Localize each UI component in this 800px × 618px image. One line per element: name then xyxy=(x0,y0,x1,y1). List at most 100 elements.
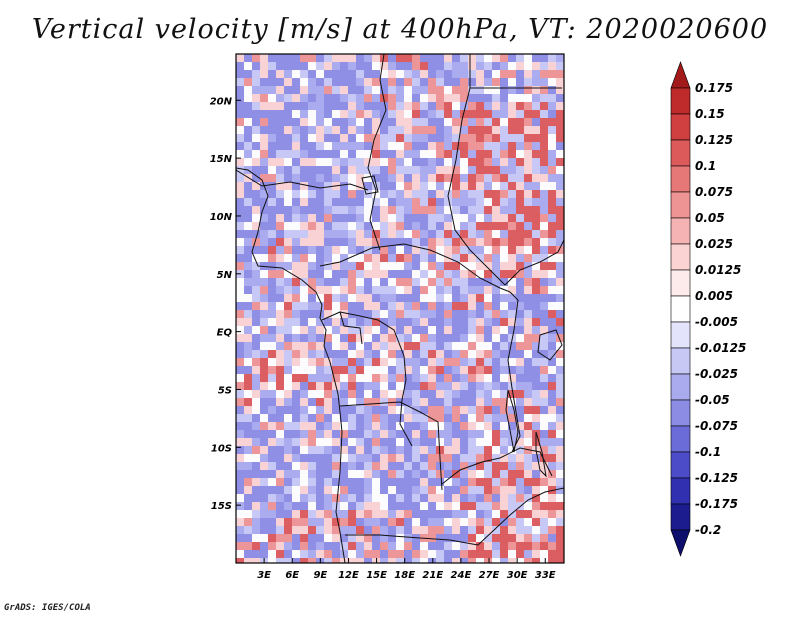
field-cell xyxy=(268,150,277,159)
field-cell xyxy=(476,350,485,359)
field-cell xyxy=(516,470,525,479)
field-cell xyxy=(236,318,245,327)
field-cell xyxy=(548,166,557,175)
field-cell xyxy=(364,534,373,543)
field-cell xyxy=(516,86,525,95)
lon-tick-label: 15E xyxy=(366,570,387,581)
field-cell xyxy=(308,70,317,79)
field-cell xyxy=(348,534,357,543)
field-cell xyxy=(492,62,501,71)
field-cell xyxy=(444,262,453,271)
field-cell xyxy=(500,494,509,503)
field-cell xyxy=(308,358,317,367)
field-cell xyxy=(396,62,405,71)
field-cell xyxy=(524,230,533,239)
field-cell xyxy=(284,110,293,119)
field-cell xyxy=(292,150,301,159)
field-cell xyxy=(356,398,365,407)
field-cell xyxy=(412,158,421,167)
field-cell xyxy=(444,222,453,231)
field-cell xyxy=(292,238,301,247)
field-cell xyxy=(412,150,421,159)
field-cell xyxy=(556,294,564,303)
field-cell xyxy=(372,366,381,375)
field-cell xyxy=(548,494,557,503)
field-cell xyxy=(532,142,541,151)
field-cell xyxy=(412,246,421,255)
field-cell xyxy=(388,78,397,87)
field-cell xyxy=(404,462,413,471)
field-cell xyxy=(260,486,269,495)
colorbar-box xyxy=(670,347,691,375)
field-cell xyxy=(468,390,477,399)
field-cell xyxy=(252,430,261,439)
field-cell xyxy=(372,254,381,263)
field-cell xyxy=(452,534,461,543)
field-cell xyxy=(436,470,445,479)
field-cell xyxy=(492,398,501,407)
field-cell xyxy=(348,374,357,383)
field-cell xyxy=(420,150,429,159)
field-cell xyxy=(452,262,461,271)
field-cell xyxy=(364,278,373,287)
field-cell xyxy=(356,270,365,279)
field-cell xyxy=(556,366,564,375)
field-cell xyxy=(236,190,245,199)
field-cell xyxy=(444,326,453,335)
field-cell xyxy=(292,142,301,151)
field-cell xyxy=(412,190,421,199)
field-cell xyxy=(508,174,517,183)
field-cell xyxy=(276,190,285,199)
field-cell xyxy=(308,406,317,415)
field-cell xyxy=(372,334,381,343)
field-cell xyxy=(548,262,557,271)
field-cell xyxy=(500,150,509,159)
field-cell xyxy=(540,78,549,87)
field-cell xyxy=(532,462,541,471)
field-cell xyxy=(516,54,525,63)
field-cell xyxy=(492,366,501,375)
field-cell xyxy=(372,158,381,167)
field-cell xyxy=(292,310,301,319)
field-cell xyxy=(484,438,493,447)
field-cell xyxy=(532,126,541,135)
field-cell xyxy=(484,542,493,551)
field-cell xyxy=(236,206,245,215)
field-cell xyxy=(444,414,453,423)
field-cell xyxy=(244,558,253,563)
field-cell xyxy=(412,414,421,423)
field-cell xyxy=(484,350,493,359)
field-cell xyxy=(372,518,381,527)
field-cell xyxy=(484,230,493,239)
field-cell xyxy=(476,462,485,471)
field-cell xyxy=(428,310,437,319)
field-cell xyxy=(276,494,285,503)
field-cell xyxy=(404,326,413,335)
field-cell xyxy=(404,478,413,487)
field-cell xyxy=(500,374,509,383)
field-cell xyxy=(292,422,301,431)
field-cell xyxy=(556,158,564,167)
field-cell xyxy=(500,86,509,95)
field-cell xyxy=(396,470,405,479)
field-cell xyxy=(372,382,381,391)
field-cell xyxy=(428,54,437,63)
field-cell xyxy=(428,166,437,175)
field-cell xyxy=(428,150,437,159)
field-cell xyxy=(508,182,517,191)
field-cell xyxy=(324,190,333,199)
field-cell xyxy=(260,70,269,79)
field-cell xyxy=(492,158,501,167)
field-cell xyxy=(484,206,493,215)
field-cell xyxy=(292,558,301,563)
field-cell xyxy=(284,142,293,151)
field-cell xyxy=(492,358,501,367)
field-cell xyxy=(396,190,405,199)
lon-tick-label: 18E xyxy=(394,570,415,581)
field-cell xyxy=(292,374,301,383)
field-cell xyxy=(420,62,429,71)
field-cell xyxy=(484,518,493,527)
field-cell xyxy=(508,494,517,503)
field-cell xyxy=(396,166,405,175)
field-cell xyxy=(404,270,413,279)
